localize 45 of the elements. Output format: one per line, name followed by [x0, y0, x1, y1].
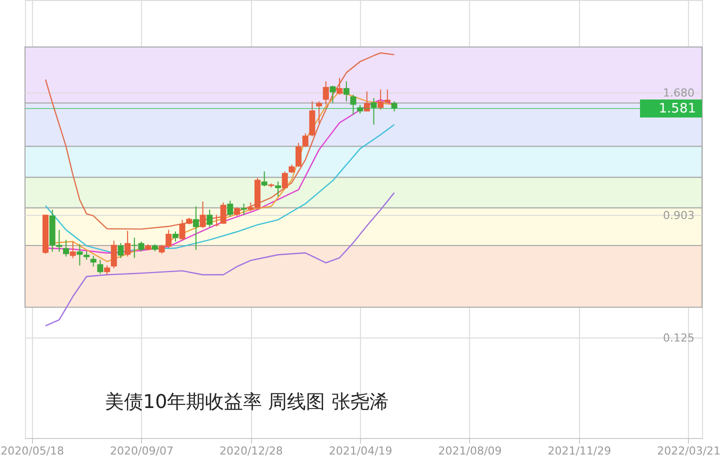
candlestick	[240, 203, 247, 216]
y-tick-label: 1.680	[663, 86, 694, 100]
candlestick	[302, 132, 308, 148]
x-tick-label: 2021/08/09	[438, 444, 502, 456]
x-tick-label: 2020/09/07	[110, 444, 174, 456]
ref-line-label: 1.581	[658, 102, 696, 117]
candlestick	[206, 209, 213, 228]
candlestick	[179, 219, 186, 240]
candlestick	[97, 259, 104, 274]
y-tick-label: 0.903	[663, 208, 694, 222]
candlestick	[316, 100, 322, 124]
candlestick	[104, 264, 110, 276]
candlestick	[227, 200, 234, 218]
candlestick	[391, 100, 398, 112]
candlestick	[330, 85, 336, 104]
x-tick-label: 2020/12/28	[219, 444, 283, 456]
x-tick-label: 2022/03/21	[657, 444, 720, 456]
candlestick	[370, 98, 377, 126]
candlestick	[220, 202, 226, 224]
x-tick-label: 2020/05/18	[0, 444, 64, 456]
candlestick	[90, 255, 96, 268]
y-tick-label: 0.125	[663, 331, 694, 344]
candlestick	[261, 170, 268, 187]
candlestick	[63, 239, 70, 257]
candlestick	[172, 230, 178, 242]
candlestick	[118, 242, 124, 259]
candlestick	[192, 206, 199, 250]
candlestick	[343, 80, 350, 102]
candlestick	[200, 201, 206, 229]
candlestick	[350, 94, 356, 116]
candlestick	[322, 80, 329, 106]
candlestick	[336, 77, 343, 96]
candlestick	[296, 142, 302, 168]
candlestick	[70, 241, 76, 259]
candlestick	[275, 181, 282, 197]
line-series	[44, 52, 395, 230]
text: 美债10年期收益率 周线图 张尧浠	[105, 391, 388, 413]
candlestick	[282, 170, 288, 190]
candlestick	[124, 230, 131, 257]
x-tick-label: 2021/11/29	[548, 444, 612, 456]
line-series	[44, 192, 395, 326]
candlestick	[110, 240, 117, 269]
candlestick	[76, 244, 83, 266]
candlestick	[364, 90, 370, 112]
x-tick-label: 2021/04/19	[328, 444, 392, 456]
